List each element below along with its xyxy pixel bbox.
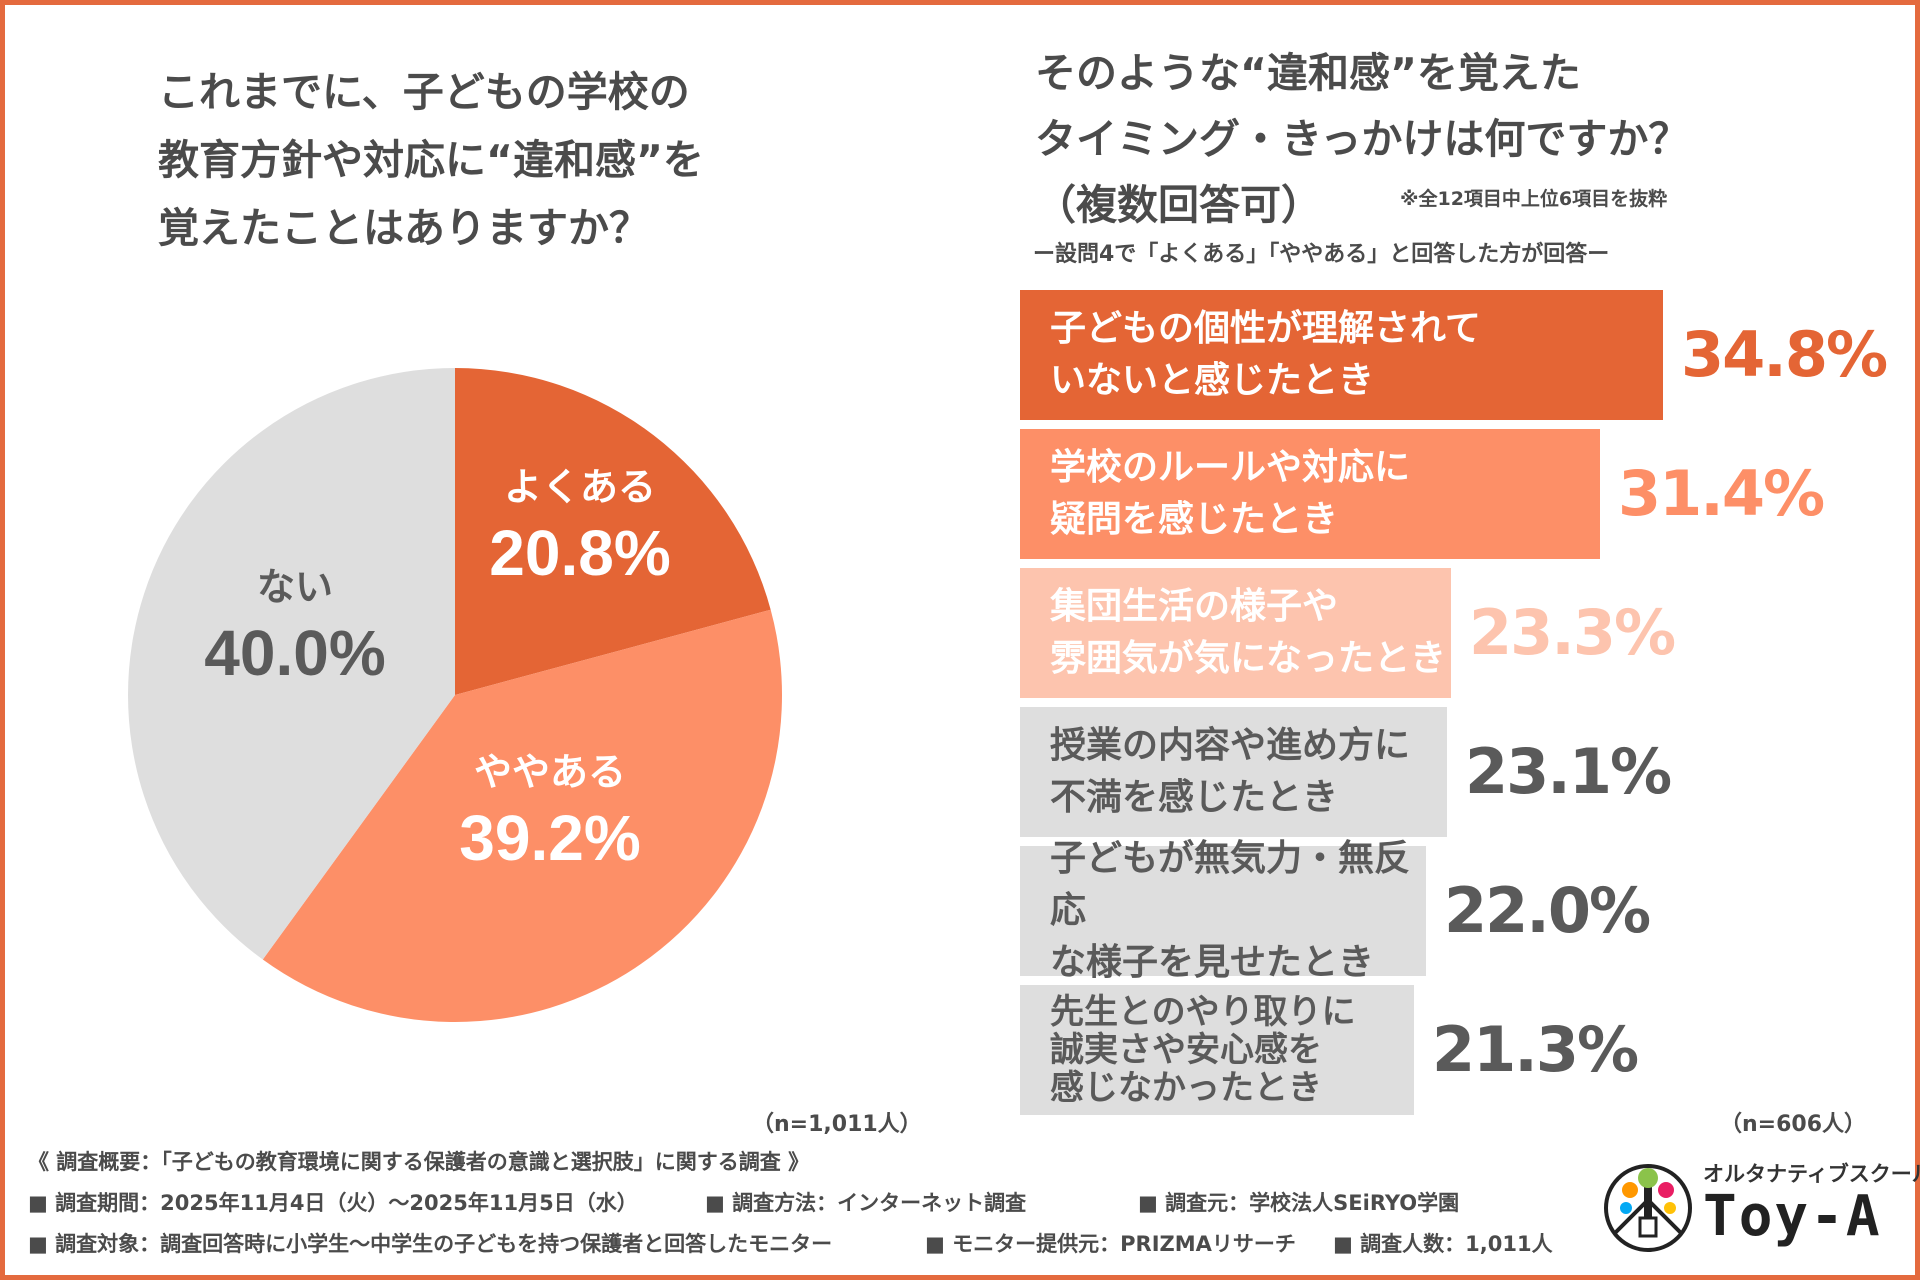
pie-slice-value: 20.8% bbox=[489, 517, 670, 589]
bar-2: 学校のルールや対応に 疑問を感じたとき bbox=[1020, 429, 1600, 559]
bar-6: 先生とのやり取りに 誠実さや安心感を 感じなかったとき bbox=[1020, 985, 1414, 1115]
logo-name: Toy-A bbox=[1703, 1184, 1882, 1249]
left-question-line: これまでに、子どもの学校の bbox=[158, 68, 690, 116]
pie-slice-value: 40.0% bbox=[204, 617, 385, 689]
pie-slice-value: 39.2% bbox=[459, 802, 640, 874]
right-question: そのような“違和感”を覚えた タイミング・きっかけは何ですか？ （複数回答可） bbox=[1035, 40, 1855, 238]
bar-1: 子どもの個性が理解されて いないと感じたとき bbox=[1020, 290, 1663, 420]
bar-label: 子どもの個性が理解されて いないと感じたとき bbox=[1050, 308, 1481, 401]
right-question-line: （複数回答可） bbox=[1035, 181, 1322, 229]
survey-count: ■ 調査人数：1,011人 bbox=[1333, 1232, 1553, 1256]
bar-label: 学校のルールや対応に 疑問を感じたとき bbox=[1050, 447, 1411, 540]
right-question-line: タイミング・きっかけは何ですか？ bbox=[1035, 115, 1690, 163]
pie-slice-1 bbox=[455, 368, 771, 695]
bar-value: 23.1% bbox=[1465, 735, 1672, 808]
survey-overview: 《 調査概要：「子どもの教育環境に関する保護者の意識と選択肢」に関する調査 》 bbox=[28, 1150, 810, 1174]
bar-4: 授業の内容や進め方に 不満を感じたとき bbox=[1020, 707, 1447, 837]
survey-period: ■ 調査期間：2025年11月4日（火）～2025年11月5日（水） bbox=[28, 1191, 638, 1215]
bar-sample-size: （n=606人） bbox=[1720, 1112, 1867, 1137]
bar-3: 集団生活の様子や 雰囲気が気になったとき bbox=[1020, 568, 1451, 698]
bar-value: 31.4% bbox=[1618, 457, 1825, 530]
pie-slice-2 bbox=[262, 609, 783, 1022]
bar-value: 23.3% bbox=[1469, 596, 1676, 669]
pie-slice-label: よくある bbox=[504, 465, 656, 509]
bar-value: 34.8% bbox=[1681, 318, 1888, 391]
pie-slice-label: ない bbox=[257, 565, 333, 609]
pie-slice-3 bbox=[127, 368, 455, 960]
survey-method: ■ 調査方法：インターネット調査 bbox=[705, 1191, 1027, 1215]
survey-provider: ■ モニター提供元：PRIZMAリサーチ bbox=[925, 1232, 1296, 1256]
left-question-line: 教育方針や対応に“違和感”を bbox=[158, 136, 704, 184]
excerpt-note: ※全12項目中上位6項目を抜粋 bbox=[1400, 188, 1668, 210]
right-question-line: そのような“違和感”を覚えた bbox=[1035, 49, 1581, 97]
bar-label: 授業の内容や進め方に 不満を感じたとき bbox=[1050, 725, 1411, 818]
pie-chart: よくある 20.8% ややある 39.2% ない 40.0% bbox=[127, 368, 783, 1022]
logo-subtitle: オルタナティブスクール bbox=[1703, 1162, 1920, 1186]
survey-target: ■ 調査対象：調査回答時に小学生～中学生の子どもを持つ保護者と回答したモニター bbox=[28, 1232, 833, 1256]
bar-5: 子どもが無気力・無反応 な様子を見せたとき bbox=[1020, 838, 1426, 983]
bar-value: 22.0% bbox=[1444, 874, 1651, 947]
left-question: これまでに、子どもの学校の 教育方針や対応に“違和感”を 覚えたことはありますか… bbox=[158, 58, 778, 262]
bar-label: 子どもが無気力・無反応 な様子を見せたとき bbox=[1050, 838, 1411, 983]
pie-sample-size: （n=1,011人） bbox=[752, 1112, 922, 1137]
left-question-line: 覚えたことはありますか？ bbox=[158, 204, 650, 252]
bar-label: 集団生活の様子や 雰囲気が気になったとき bbox=[1050, 586, 1447, 679]
bar-label: 先生とのやり取りに 誠実さや安心感を 感じなかったとき bbox=[1050, 992, 1356, 1108]
survey-source: ■ 調査元：学校法人SEiRYO学園 bbox=[1138, 1191, 1460, 1215]
logo: オルタナティブスクール Toy-A bbox=[1600, 1150, 1920, 1265]
logo-tree-icon bbox=[1604, 1164, 1692, 1252]
respondent-note: ー設問4で「よくある」「ややある」と回答した方が回答ー bbox=[1033, 242, 1610, 267]
bar-value: 21.3% bbox=[1432, 1013, 1639, 1086]
pie-slice-label: ややある bbox=[474, 750, 626, 794]
